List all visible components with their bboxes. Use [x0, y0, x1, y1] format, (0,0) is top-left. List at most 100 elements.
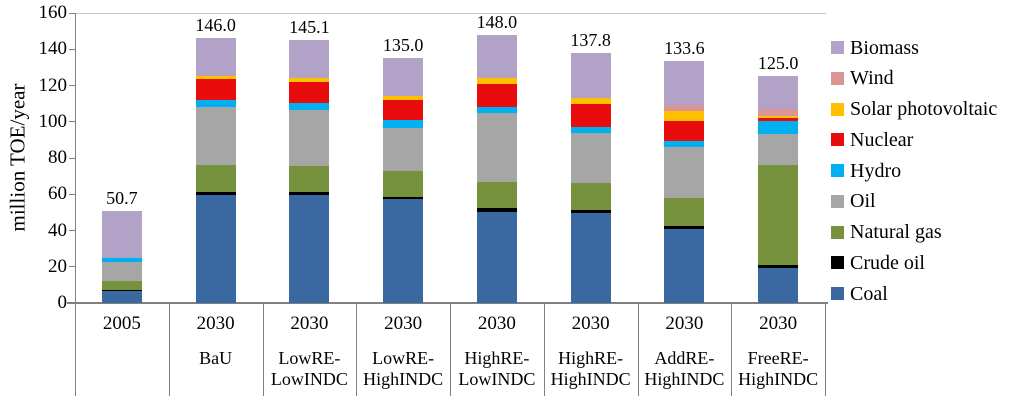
bar-segment-crude-oil — [383, 196, 424, 200]
legend-item-natural-gas: Natural gas — [831, 217, 942, 248]
legend-label-coal: Coal — [850, 282, 888, 305]
y-tick-label: 160 — [38, 2, 68, 23]
bar-segment-natural-gas — [101, 280, 142, 291]
bar-total-label: 133.6 — [664, 37, 705, 58]
x-label-scenario-lowre-lowindc: LowRE- LowINDC — [270, 348, 348, 389]
bar-segment-oil — [289, 109, 330, 166]
bar-total-label: 146.0 — [195, 15, 236, 36]
bar-segment-nuclear — [570, 103, 611, 127]
legend-swatch-coal — [831, 287, 844, 300]
legend-label-nuclear: Nuclear — [850, 128, 914, 151]
legend-swatch-natural-gas — [831, 225, 844, 239]
bar-segment-nuclear — [195, 79, 236, 100]
legend-swatch-crude-oil — [831, 256, 844, 270]
legend-label-solar-photovoltaic: Solar photovoltaic — [850, 98, 998, 120]
y-tick-mark — [69, 85, 75, 86]
bar-segment-hydro — [476, 106, 517, 114]
bar-total-label: 148.0 — [476, 11, 518, 32]
y-axis-line — [75, 13, 76, 312]
bar-total-label: 50.7 — [106, 188, 138, 209]
bar-segment-coal — [289, 194, 330, 303]
y-tick-mark — [69, 230, 75, 231]
y-tick-label: 80 — [48, 147, 67, 168]
bar-segment-solar-photovoltaic — [195, 75, 236, 80]
bar-segment-natural-gas — [664, 197, 705, 227]
bar-segment-biomass — [383, 58, 424, 97]
bar-segment-crude-oil — [758, 264, 799, 269]
bar-segment-natural-gas — [758, 165, 799, 265]
bar-segment-coal — [664, 228, 705, 303]
x-label-year: 2030 — [759, 313, 798, 334]
legend-item-nuclear: Nuclear — [831, 124, 913, 155]
bar-segment-nuclear — [383, 100, 424, 121]
legend-swatch-hydro — [831, 164, 844, 177]
x-label-scenario-lowre-highindc: LowRE- HighINDC — [363, 348, 444, 389]
bar-segment-hydro — [383, 120, 424, 128]
bar-segment-hydro — [101, 257, 142, 263]
bar-segment-oil — [570, 133, 611, 183]
bar-segment-nuclear — [476, 84, 517, 107]
bar-segment-biomass — [476, 34, 517, 79]
bar-segment-natural-gas — [383, 171, 424, 197]
y-tick-mark — [69, 48, 75, 50]
x-label-scenario-bau: BaU — [199, 348, 233, 368]
bar-segment-nuclear — [664, 121, 705, 141]
x-label-year: 2030 — [196, 313, 235, 334]
bar-segment-oil — [758, 134, 799, 166]
bar-segment-biomass — [570, 53, 611, 99]
bar-segment-oil — [101, 262, 142, 281]
x-label-year: 2030 — [571, 313, 610, 334]
bar-segment-solar-photovoltaic — [383, 96, 424, 101]
bar-segment-crude-oil — [195, 191, 236, 195]
y-tick-mark — [69, 302, 75, 304]
bar-segment-hydro — [195, 100, 236, 108]
legend-item-biomass: Biomass — [831, 32, 919, 63]
x-label-scenario-highre-highindc: HighRE- HighINDC — [550, 348, 631, 389]
bar-segment-natural-gas — [570, 182, 611, 210]
y-tick-mark — [69, 157, 75, 159]
bar-segment-crude-oil — [289, 191, 330, 195]
bar-segment-coal — [195, 194, 236, 303]
y-tick-mark — [69, 12, 75, 14]
bar-segment-wind — [664, 104, 705, 112]
legend-item-crude-oil: Crude oil — [831, 247, 925, 278]
legend-swatch-oil — [831, 194, 844, 208]
bar-segment-coal — [476, 211, 517, 303]
bar-segment-oil — [476, 113, 517, 182]
bar-segment-nuclear — [289, 81, 330, 103]
bar-segment-solar-photovoltaic — [758, 115, 799, 119]
bar-segment-oil — [664, 147, 705, 198]
bar-segment-hydro — [758, 121, 799, 135]
y-tick-label: 0 — [57, 292, 68, 313]
legend-item-oil: Oil — [831, 186, 876, 217]
y-tick-label: 100 — [38, 110, 68, 132]
legend-label-crude-oil: Crude oil — [850, 251, 925, 274]
x-label-scenario-highre-lowindc: HighRE- LowINDC — [458, 348, 536, 389]
bar-segment-nuclear — [758, 118, 799, 122]
legend-label-wind: Wind — [850, 67, 894, 90]
bar-segment-solar-photovoltaic — [476, 78, 517, 85]
category-separator — [262, 304, 264, 396]
bar-segment-natural-gas — [289, 165, 330, 192]
category-separator — [825, 304, 826, 396]
bar-segment-biomass — [664, 60, 705, 105]
bar-segment-hydro — [664, 140, 705, 148]
legend-item-coal: Coal — [831, 278, 888, 309]
bar-total-label: 125.0 — [757, 53, 799, 74]
x-axis-line — [67, 302, 828, 304]
category-separator — [637, 304, 639, 396]
bar-segment-wind — [758, 108, 799, 116]
y-tick-label: 60 — [48, 183, 67, 205]
legend-item-solar-photovoltaic: Solar photovoltaic — [831, 94, 997, 125]
bar-segment-solar-photovoltaic — [289, 78, 330, 82]
category-separator — [731, 304, 733, 396]
bar-segment-oil — [195, 107, 236, 166]
y-tick-mark — [69, 266, 75, 268]
legend-item-hydro: Hydro — [831, 155, 901, 186]
x-label-year: 2005 — [102, 313, 141, 334]
bar-total-label: 137.8 — [570, 30, 611, 51]
category-separator — [75, 304, 76, 396]
y-tick-mark — [69, 193, 75, 195]
plot-top-border — [75, 13, 826, 14]
